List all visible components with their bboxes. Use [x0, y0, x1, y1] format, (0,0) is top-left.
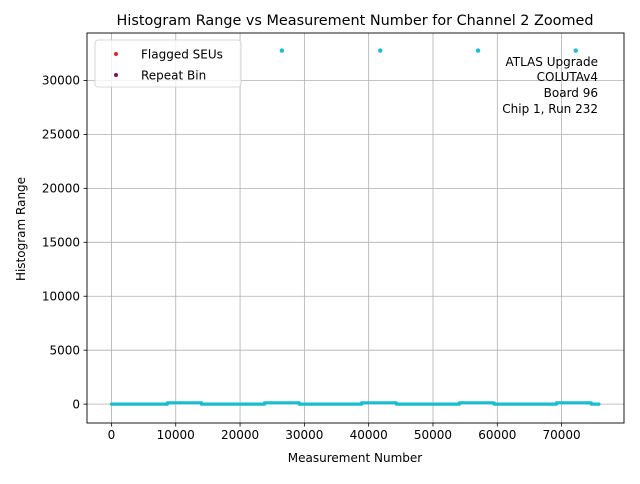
x-axis-label: Measurement Number: [288, 451, 422, 465]
legend-label-repeat-bin: Repeat Bin: [141, 69, 206, 83]
annotation-line-1: ATLAS Upgrade: [505, 55, 598, 69]
x-tick-label: 40000: [350, 428, 388, 442]
annotation-line-3: Board 96: [544, 86, 598, 100]
y-axis-label: Histogram Range: [14, 177, 28, 281]
y-tick-label: 0: [72, 397, 80, 411]
data-point-outlier: [279, 48, 285, 53]
annotation-line-2: COLUTAv4: [537, 70, 598, 84]
annotation-text: ATLAS Upgrade COLUTAv4 Board 96 Chip 1, …: [502, 55, 598, 116]
x-tick-label: 70000: [543, 428, 581, 442]
chart-title: Histogram Range vs Measurement Number fo…: [117, 13, 594, 29]
legend-label-flagged-seus: Flagged SEUs: [141, 48, 223, 62]
x-tick-label: 0: [108, 428, 116, 442]
plot-frame: [86, 32, 625, 424]
x-tick-label: 10000: [157, 428, 195, 442]
legend-marker-repeat-bin: [114, 73, 118, 77]
data-point-outlier: [573, 48, 578, 53]
data-point-outlier: [378, 48, 383, 53]
axis-ticks: 0 10000 20000 30000 40000 50000 60000 70000 0 500…: [42, 74, 581, 442]
y-tick-label: 10000: [42, 289, 80, 303]
data-point-outlier: [475, 48, 481, 53]
y-tick-label: 5000: [49, 343, 80, 357]
legend-frame: [94, 39, 242, 88]
data-points: [109, 48, 601, 406]
x-tick-label: 20000: [221, 428, 259, 442]
legend-marker-flagged-seus: [114, 52, 118, 56]
y-tick-label: 30000: [42, 74, 80, 88]
x-tick-label: 50000: [414, 428, 452, 442]
x-tick-label: 60000: [478, 428, 516, 442]
grid-lines: [87, 33, 624, 423]
y-tick-label: 15000: [42, 235, 80, 249]
x-tick-label: 30000: [285, 428, 323, 442]
legend: Flagged SEUs Repeat Bin: [94, 39, 242, 88]
y-tick-label: 20000: [42, 182, 80, 196]
annotation-line-4: Chip 1, Run 232: [502, 102, 598, 116]
y-tick-label: 25000: [42, 128, 80, 142]
